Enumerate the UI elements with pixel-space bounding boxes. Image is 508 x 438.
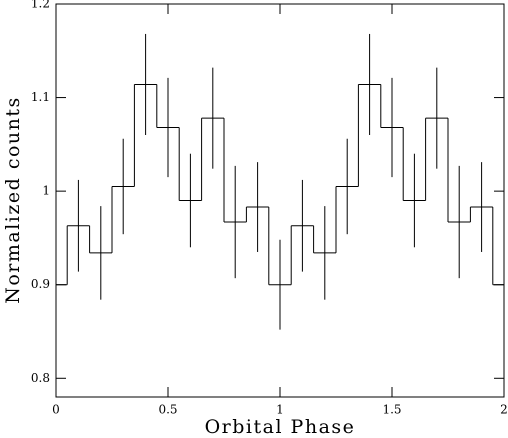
x-tick-label: 1	[276, 403, 284, 417]
y-tick-label: 0.9	[31, 277, 50, 291]
y-tick-label: 1.2	[31, 0, 50, 11]
y-tick-label: 1	[42, 184, 50, 198]
x-tick-label: 0	[52, 403, 60, 417]
plot-area	[56, 33, 504, 330]
y-tick-label: 0.8	[31, 371, 50, 385]
y-axis-label: Normalized counts	[2, 96, 24, 304]
x-tick-label: 2	[500, 403, 508, 417]
x-tick-label: 1.5	[382, 403, 401, 417]
y-tick-label: 1.1	[31, 90, 50, 104]
x-tick-label: 0.5	[158, 403, 177, 417]
x-axis-label: Orbital Phase	[205, 416, 356, 438]
